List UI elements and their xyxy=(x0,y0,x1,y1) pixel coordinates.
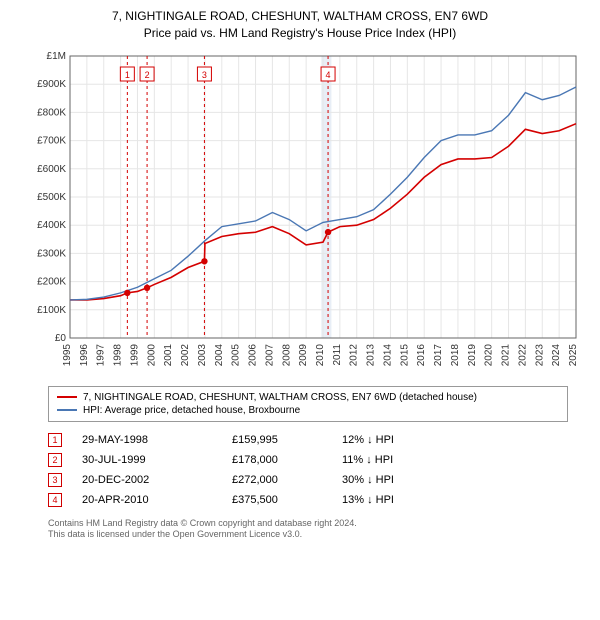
svg-text:£500K: £500K xyxy=(37,192,66,203)
chart-svg: £0 £100K £200K £300K £400K £500K £600K £700K £80… xyxy=(30,48,590,378)
svg-text:1997: 1997 xyxy=(96,343,107,366)
svg-text:1999: 1999 xyxy=(129,343,140,366)
legend-label: HPI: Average price, detached house, Brox… xyxy=(83,405,300,416)
events-table: 1 29-MAY-1998£159,99512% ↓ HPI 2 30-JUL-199… xyxy=(48,430,568,510)
legend-box: 7, NIGHTINGALE ROAD, CHESHUNT, WALTHAM C… xyxy=(48,386,568,422)
svg-text:4: 4 xyxy=(326,70,331,80)
svg-text:2025: 2025 xyxy=(568,343,579,366)
svg-text:2002: 2002 xyxy=(180,343,191,366)
svg-text:2001: 2001 xyxy=(163,343,174,366)
svg-text:2021: 2021 xyxy=(501,343,512,366)
event-diff: 12% ↓ HPI xyxy=(342,434,462,446)
legend-label: 7, NIGHTINGALE ROAD, CHESHUNT, WALTHAM C… xyxy=(83,392,477,403)
svg-text:£800K: £800K xyxy=(37,107,66,118)
svg-text:2007: 2007 xyxy=(264,343,275,366)
svg-text:2022: 2022 xyxy=(517,343,528,366)
chart-title-block: 7, NIGHTINGALE ROAD, CHESHUNT, WALTHAM C… xyxy=(10,8,590,42)
event-diff: 30% ↓ HPI xyxy=(342,474,462,486)
event-date: 20-DEC-2002 xyxy=(82,474,232,486)
svg-text:2018: 2018 xyxy=(450,343,461,366)
event-date: 29-MAY-1998 xyxy=(82,434,232,446)
title-line2: Price paid vs. HM Land Registry's House … xyxy=(10,25,590,42)
event-diff: 13% ↓ HPI xyxy=(342,494,462,506)
svg-text:2009: 2009 xyxy=(298,343,309,366)
footer-line1: Contains HM Land Registry data © Crown c… xyxy=(48,518,582,530)
svg-text:£200K: £200K xyxy=(37,276,66,287)
legend-item: HPI: Average price, detached house, Brox… xyxy=(57,404,559,417)
event-marker: 3 xyxy=(48,473,62,487)
footer-text: Contains HM Land Registry data © Crown c… xyxy=(48,518,582,541)
chart-area: £0 £100K £200K £300K £400K £500K £600K £700K £80… xyxy=(30,48,590,378)
event-price: £159,995 xyxy=(232,434,342,446)
svg-text:£300K: £300K xyxy=(37,248,66,259)
svg-text:1995: 1995 xyxy=(62,343,73,366)
svg-text:£600K: £600K xyxy=(37,163,66,174)
event-marker: 1 xyxy=(48,433,62,447)
svg-text:2020: 2020 xyxy=(484,343,495,366)
svg-text:£700K: £700K xyxy=(37,135,66,146)
legend-item: 7, NIGHTINGALE ROAD, CHESHUNT, WALTHAM C… xyxy=(57,391,559,404)
event-price: £272,000 xyxy=(232,474,342,486)
svg-text:2008: 2008 xyxy=(281,343,292,366)
event-row: 4 20-APR-2010£375,50013% ↓ HPI xyxy=(48,490,568,510)
event-row: 3 20-DEC-2002£272,00030% ↓ HPI xyxy=(48,470,568,490)
svg-text:2: 2 xyxy=(145,70,150,80)
title-line1: 7, NIGHTINGALE ROAD, CHESHUNT, WALTHAM C… xyxy=(10,8,590,25)
event-row: 1 29-MAY-1998£159,99512% ↓ HPI xyxy=(48,430,568,450)
svg-text:2023: 2023 xyxy=(534,343,545,366)
event-diff: 11% ↓ HPI xyxy=(342,454,462,466)
svg-text:1998: 1998 xyxy=(113,343,124,366)
svg-text:£100K: £100K xyxy=(37,304,66,315)
svg-text:2014: 2014 xyxy=(382,343,393,366)
footer-line2: This data is licensed under the Open Gov… xyxy=(48,529,582,541)
event-marker: 4 xyxy=(48,493,62,507)
svg-text:2013: 2013 xyxy=(366,343,377,366)
svg-text:£900K: £900K xyxy=(37,79,66,90)
svg-text:2024: 2024 xyxy=(551,343,562,366)
event-marker: 2 xyxy=(48,453,62,467)
svg-text:2006: 2006 xyxy=(248,343,259,366)
event-date: 20-APR-2010 xyxy=(82,494,232,506)
event-date: 30-JUL-1999 xyxy=(82,454,232,466)
svg-text:2011: 2011 xyxy=(332,343,343,365)
svg-text:2010: 2010 xyxy=(315,343,326,366)
svg-text:2004: 2004 xyxy=(214,343,225,366)
legend-swatch xyxy=(57,409,77,411)
svg-text:2015: 2015 xyxy=(399,343,410,366)
svg-text:£400K: £400K xyxy=(37,220,66,231)
svg-text:1996: 1996 xyxy=(79,343,90,366)
legend-swatch xyxy=(57,396,77,398)
svg-text:2016: 2016 xyxy=(416,343,427,366)
svg-text:£1M: £1M xyxy=(47,51,66,62)
event-row: 2 30-JUL-1999£178,00011% ↓ HPI xyxy=(48,450,568,470)
event-price: £375,500 xyxy=(232,494,342,506)
svg-text:2005: 2005 xyxy=(231,343,242,366)
svg-text:2019: 2019 xyxy=(467,343,478,366)
svg-text:3: 3 xyxy=(202,70,207,80)
svg-text:2012: 2012 xyxy=(349,343,360,366)
svg-text:2017: 2017 xyxy=(433,343,444,366)
svg-text:2000: 2000 xyxy=(146,343,157,366)
event-price: £178,000 xyxy=(232,454,342,466)
svg-text:1: 1 xyxy=(125,70,130,80)
svg-text:2003: 2003 xyxy=(197,343,208,366)
svg-text:£0: £0 xyxy=(55,333,67,344)
